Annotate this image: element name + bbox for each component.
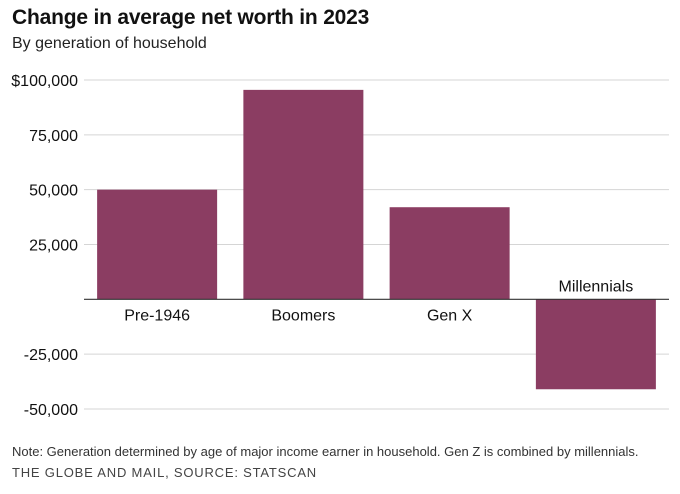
y-tick-label: -50,000 [24, 402, 78, 419]
bar [389, 207, 510, 300]
category-label: Pre-1946 [124, 307, 190, 324]
y-tick-label: 50,000 [29, 183, 78, 200]
category-label: Gen X [427, 307, 473, 324]
label-layer: $100,000 75,000 50,000 25,000 -25,000 -50,000… [11, 73, 633, 419]
y-tick-label: 25,000 [29, 238, 78, 255]
y-tick-label: 75,000 [29, 128, 78, 145]
chart-title: Change in average net worth in 2023 [12, 6, 370, 29]
footnote: Note: Generation determined by age of ma… [12, 444, 639, 459]
y-tick-label: -25,000 [24, 347, 78, 364]
bar [535, 299, 656, 390]
category-label: Millennials [559, 278, 634, 295]
bar [243, 89, 364, 300]
bar-layer [97, 89, 656, 390]
category-label: Boomers [271, 307, 335, 324]
source-credit: THE GLOBE AND MAIL, SOURCE: STATSCAN [12, 465, 317, 480]
chart-subtitle: By generation of household [12, 35, 207, 52]
bar [97, 189, 218, 300]
y-tick-label: $100,000 [11, 73, 78, 90]
